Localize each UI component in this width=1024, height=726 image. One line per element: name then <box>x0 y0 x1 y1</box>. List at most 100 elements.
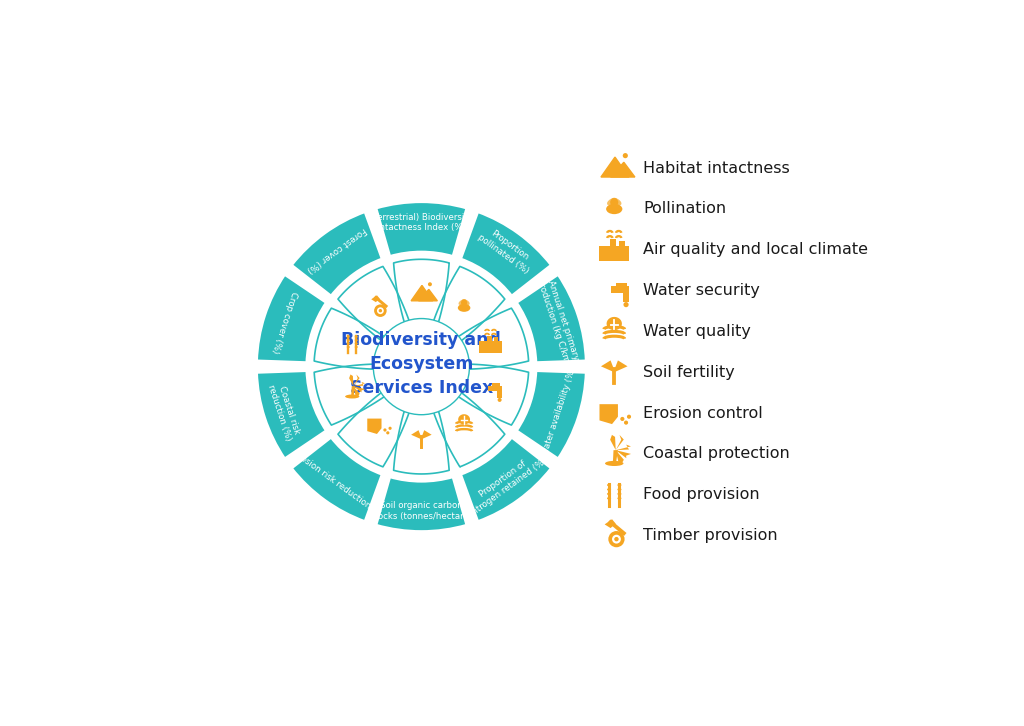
Polygon shape <box>601 157 629 177</box>
Polygon shape <box>353 382 366 386</box>
Circle shape <box>461 300 467 306</box>
Ellipse shape <box>617 497 622 499</box>
Polygon shape <box>338 266 413 346</box>
Polygon shape <box>599 404 617 424</box>
Circle shape <box>379 309 382 312</box>
Ellipse shape <box>617 484 622 486</box>
Circle shape <box>627 415 631 419</box>
Polygon shape <box>615 450 631 458</box>
Ellipse shape <box>347 346 350 348</box>
Ellipse shape <box>611 198 622 205</box>
Polygon shape <box>353 386 366 393</box>
Polygon shape <box>451 364 528 425</box>
Bar <box>479 341 502 353</box>
Polygon shape <box>368 419 382 434</box>
Ellipse shape <box>606 204 623 214</box>
Polygon shape <box>615 450 624 464</box>
Text: Water availability (%): Water availability (%) <box>540 366 578 457</box>
Ellipse shape <box>617 493 622 495</box>
Text: Soil organic carbon
stocks (tonnes/hectare): Soil organic carbon stocks (tonnes/hecta… <box>371 501 472 521</box>
Text: (Terrestrial) Biodiversity
Intactness Index (%): (Terrestrial) Biodiversity Intactness In… <box>370 213 473 232</box>
Ellipse shape <box>458 304 470 312</box>
Polygon shape <box>430 266 505 346</box>
Polygon shape <box>411 285 433 301</box>
Circle shape <box>388 427 391 430</box>
Polygon shape <box>393 259 450 331</box>
Circle shape <box>374 319 469 415</box>
Ellipse shape <box>607 488 611 491</box>
Text: Timber provision: Timber provision <box>643 528 778 543</box>
Ellipse shape <box>607 484 611 486</box>
Polygon shape <box>615 435 624 450</box>
Polygon shape <box>353 375 359 386</box>
Text: Annual net primary
production (kg C/km²): Annual net primary production (kg C/km²) <box>535 274 583 370</box>
Ellipse shape <box>607 497 611 499</box>
Text: Erosion risk reduction (-): Erosion risk reduction (-) <box>291 449 382 518</box>
Bar <box>487 336 492 343</box>
Text: Proportion of
nitrogen retained (%): Proportion of nitrogen retained (%) <box>463 448 549 518</box>
Text: Water security: Water security <box>643 283 760 298</box>
Polygon shape <box>351 386 355 398</box>
Wedge shape <box>292 212 382 296</box>
Text: Habitat intactness: Habitat intactness <box>643 160 791 176</box>
Wedge shape <box>292 437 382 521</box>
Text: Pollination: Pollination <box>643 202 726 216</box>
Text: Food provision: Food provision <box>643 487 760 502</box>
Ellipse shape <box>354 343 357 345</box>
Text: Coastal risk
reduction (%): Coastal risk reduction (%) <box>266 380 302 442</box>
Polygon shape <box>393 402 450 474</box>
Polygon shape <box>419 290 437 301</box>
Circle shape <box>612 535 621 544</box>
Wedge shape <box>461 212 551 296</box>
Polygon shape <box>353 386 359 397</box>
Polygon shape <box>601 360 614 372</box>
Wedge shape <box>257 274 327 362</box>
Ellipse shape <box>347 339 350 341</box>
Polygon shape <box>338 387 413 467</box>
Ellipse shape <box>347 343 350 345</box>
Circle shape <box>383 428 386 431</box>
Bar <box>492 383 500 386</box>
Text: Water quality: Water quality <box>643 324 752 339</box>
Text: Proportion
pollinated (%): Proportion pollinated (%) <box>476 224 537 276</box>
Text: Soil fertility: Soil fertility <box>643 364 735 380</box>
Circle shape <box>623 153 628 158</box>
Polygon shape <box>612 450 617 465</box>
Ellipse shape <box>354 339 357 341</box>
Polygon shape <box>610 435 615 450</box>
Ellipse shape <box>605 461 624 466</box>
Ellipse shape <box>354 335 357 338</box>
Ellipse shape <box>607 493 611 495</box>
Polygon shape <box>451 308 528 370</box>
Polygon shape <box>614 360 628 372</box>
Bar <box>623 292 629 302</box>
Polygon shape <box>349 375 353 386</box>
Wedge shape <box>376 477 467 531</box>
Ellipse shape <box>347 335 350 338</box>
Bar <box>487 386 502 391</box>
Wedge shape <box>516 274 586 362</box>
Circle shape <box>608 531 625 547</box>
Circle shape <box>374 304 387 317</box>
Circle shape <box>428 282 432 286</box>
Polygon shape <box>458 415 470 425</box>
Ellipse shape <box>462 299 470 305</box>
Polygon shape <box>430 387 505 467</box>
Circle shape <box>610 198 618 206</box>
Bar <box>498 391 502 398</box>
Ellipse shape <box>459 299 466 305</box>
Polygon shape <box>610 163 635 177</box>
Circle shape <box>498 398 502 402</box>
Circle shape <box>621 417 625 421</box>
Text: Forest cover (%): Forest cover (%) <box>305 226 368 274</box>
Text: Crop cover (%): Crop cover (%) <box>270 290 298 354</box>
Polygon shape <box>615 444 631 450</box>
Polygon shape <box>606 317 622 330</box>
Circle shape <box>624 302 629 307</box>
Text: Biodiversity and
Ecosystem
Services Index: Biodiversity and Ecosystem Services Inde… <box>341 330 502 397</box>
Polygon shape <box>411 431 422 439</box>
Ellipse shape <box>354 346 357 348</box>
Wedge shape <box>257 371 327 459</box>
Polygon shape <box>314 364 392 425</box>
Bar <box>610 286 629 293</box>
